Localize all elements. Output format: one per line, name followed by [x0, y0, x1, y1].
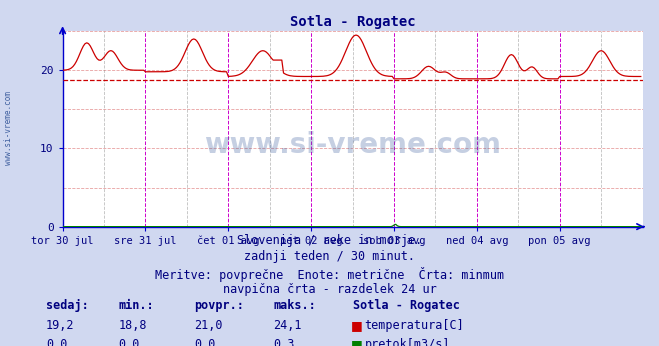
Text: 0,0: 0,0	[46, 338, 67, 346]
Text: 24,1: 24,1	[273, 319, 302, 332]
Text: ■: ■	[351, 338, 362, 346]
Text: pretok[m3/s]: pretok[m3/s]	[364, 338, 450, 346]
Text: 19,2: 19,2	[46, 319, 74, 332]
Text: Sotla - Rogatec: Sotla - Rogatec	[353, 299, 459, 312]
Text: 0,0: 0,0	[194, 338, 215, 346]
Text: maks.:: maks.:	[273, 299, 316, 312]
Text: navpična črta - razdelek 24 ur: navpična črta - razdelek 24 ur	[223, 283, 436, 297]
Text: sedaj:: sedaj:	[46, 299, 89, 312]
Text: 0,0: 0,0	[119, 338, 140, 346]
Text: zadnji teden / 30 minut.: zadnji teden / 30 minut.	[244, 250, 415, 263]
Text: Slovenija / reke in morje.: Slovenija / reke in morje.	[237, 234, 422, 247]
Text: 0,3: 0,3	[273, 338, 295, 346]
Text: min.:: min.:	[119, 299, 154, 312]
Text: povpr.:: povpr.:	[194, 299, 244, 312]
Text: 18,8: 18,8	[119, 319, 147, 332]
Text: Meritve: povprečne  Enote: metrične  Črta: minmum: Meritve: povprečne Enote: metrične Črta:…	[155, 267, 504, 282]
Text: www.si-vreme.com: www.si-vreme.com	[4, 91, 13, 165]
Text: ■: ■	[351, 319, 362, 332]
Text: www.si-vreme.com: www.si-vreme.com	[204, 130, 501, 158]
Text: 21,0: 21,0	[194, 319, 223, 332]
Text: temperatura[C]: temperatura[C]	[364, 319, 464, 332]
Title: Sotla - Rogatec: Sotla - Rogatec	[290, 15, 415, 29]
